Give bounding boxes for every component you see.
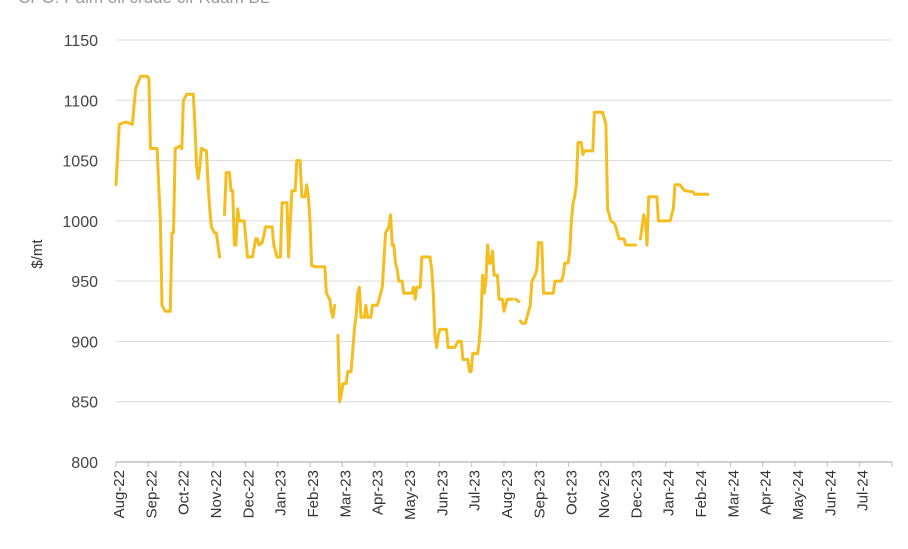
- x-tick-label: Feb-23: [305, 470, 322, 518]
- series-lines: [114, 74, 710, 404]
- x-tick-label: May-24: [790, 470, 807, 520]
- x-tick-label: Jul-23: [467, 470, 484, 511]
- x-tick-label: Sep-22: [143, 470, 160, 518]
- x-tick-label: Jun-24: [822, 470, 839, 516]
- x-tick-label: Feb-24: [693, 470, 710, 518]
- y-tick-label: 1150: [64, 33, 99, 50]
- x-tick-label: May-23: [402, 470, 419, 520]
- y-tick-label: 800: [71, 455, 98, 472]
- series-line-segment: [518, 110, 637, 325]
- series-line-segment: [223, 159, 337, 319]
- y-axis-ticks: 800 850 900 950 1000 1050 1100 1150: [62, 33, 98, 472]
- y-axis-label: $/mt: [29, 239, 46, 269]
- x-tick-label: Jan-23: [273, 470, 290, 516]
- x-axis-ticks: Aug-22 Sep-22 Oct-22 Nov-22 Dec-22 Jan-23 Feb-…: [111, 462, 893, 520]
- x-tick-label: Jun-23: [434, 470, 451, 516]
- y-tick-label: 900: [71, 334, 98, 351]
- series-line-segment: [114, 74, 222, 313]
- series-line-segment: [514, 297, 521, 304]
- x-tick-label: Nov-23: [596, 470, 613, 518]
- x-tick-label: Dec-22: [240, 470, 257, 518]
- x-tick-label: Mar-24: [725, 470, 742, 518]
- x-tick-label: Apr-23: [370, 470, 387, 515]
- y-tick-label: 1100: [64, 93, 99, 110]
- x-tick-label: Oct-22: [176, 470, 193, 515]
- series-line-segment: [639, 183, 710, 247]
- x-tick-label: Nov-22: [208, 470, 225, 518]
- x-tick-label: Sep-23: [531, 470, 548, 518]
- x-tick-label: Dec-23: [628, 470, 645, 518]
- y-tick-label: 1000: [62, 214, 98, 231]
- x-tick-label: Oct-23: [564, 470, 581, 515]
- x-tick-label: Aug-22: [111, 470, 128, 518]
- y-tick-label: 1050: [62, 154, 98, 171]
- x-tick-label: Apr-24: [758, 470, 775, 515]
- x-tick-label: Aug-23: [499, 470, 516, 518]
- x-tick-label: Mar-23: [337, 470, 354, 518]
- chart-title: CPO: Palm oil crude cif Rdam BL: [18, 0, 269, 8]
- x-tick-label: Jul-24: [855, 470, 872, 511]
- y-tick-label: 950: [71, 274, 98, 291]
- x-tick-label: Jan-24: [661, 470, 678, 516]
- gridlines: [116, 39, 892, 403]
- series-line-segment: [336, 213, 514, 404]
- y-tick-label: 850: [71, 395, 98, 412]
